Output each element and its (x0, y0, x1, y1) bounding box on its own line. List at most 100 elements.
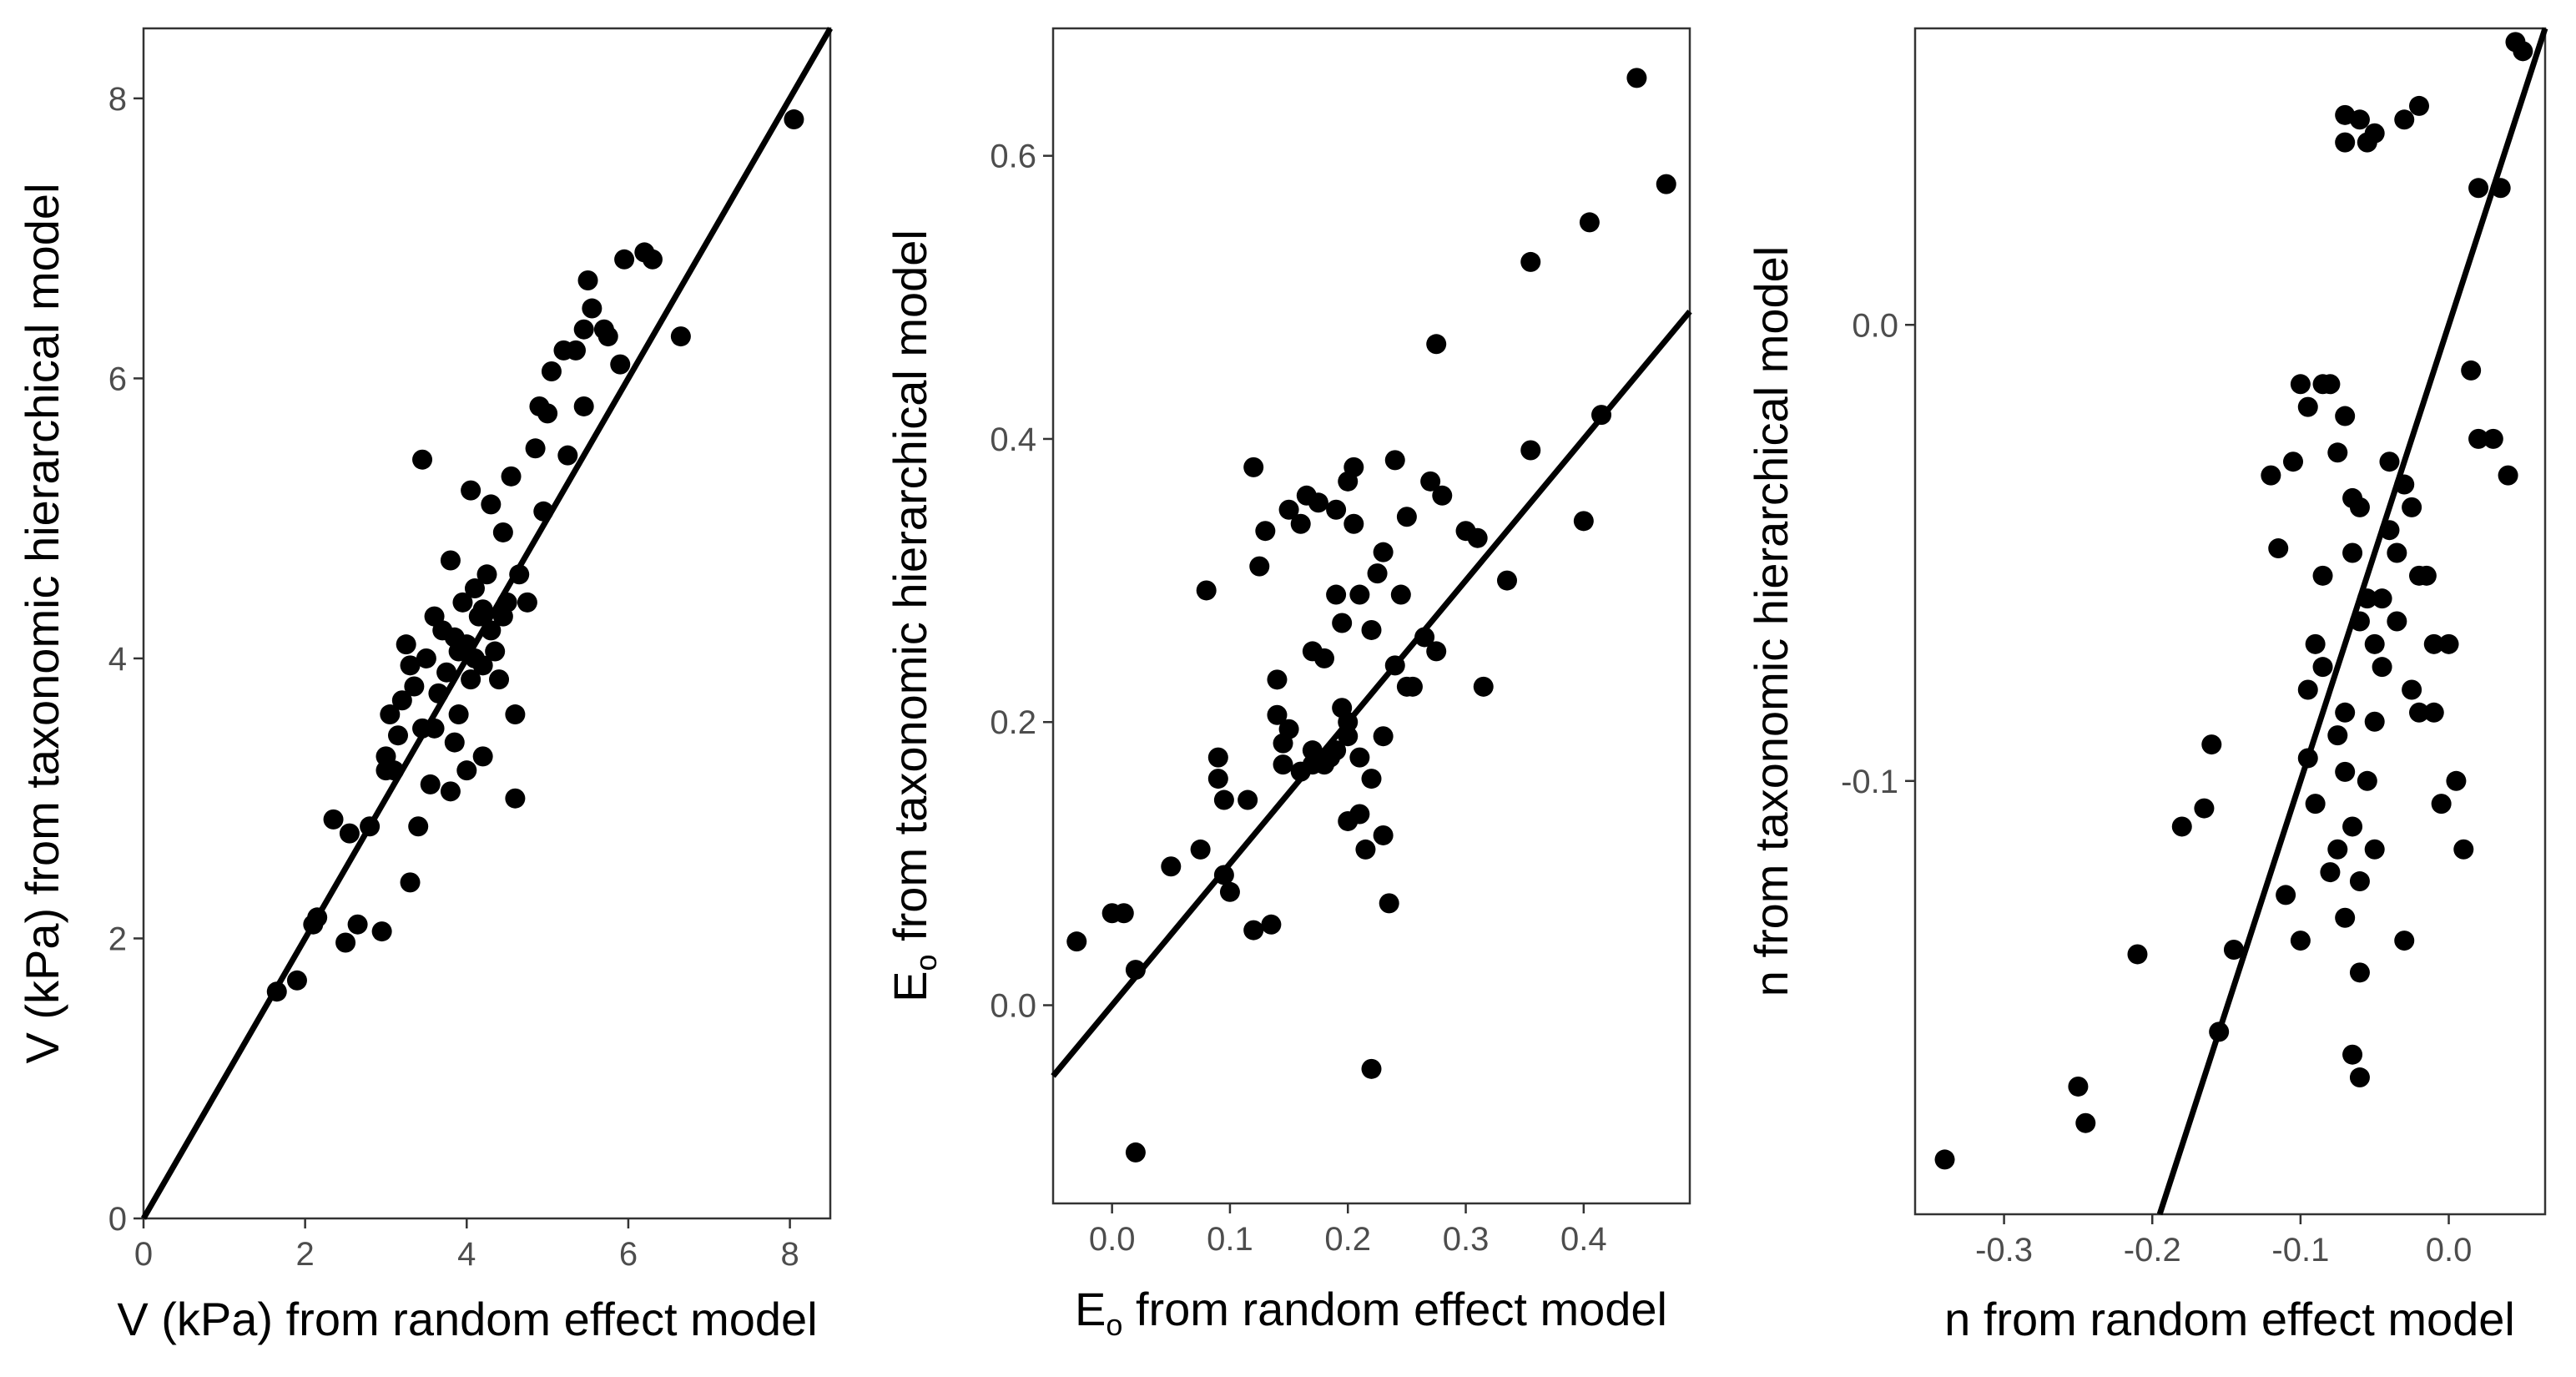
data-point (1255, 521, 1276, 542)
panel-3-x-axis-title: n from random effect model (1944, 1293, 2515, 1345)
data-point (492, 606, 513, 627)
data-point (1355, 839, 1376, 860)
y-tick-label: 2 (108, 921, 127, 957)
data-point (2402, 679, 2422, 700)
data-point (2342, 1044, 2363, 1065)
x-tick-label: 0.0 (1089, 1221, 1136, 1258)
data-point (2357, 132, 2377, 153)
data-point (1196, 580, 1217, 601)
data-point (1473, 676, 1494, 697)
data-point (323, 809, 344, 830)
data-point (2409, 95, 2429, 116)
data-point (1190, 839, 1211, 860)
data-point (1066, 931, 1087, 952)
data-point (1520, 440, 1541, 461)
data-point (2342, 542, 2363, 563)
data-point (2335, 132, 2356, 153)
data-point (2372, 588, 2392, 609)
data-point (456, 760, 477, 781)
data-point (472, 655, 493, 676)
y-tick-label: 6 (108, 361, 127, 397)
data-point (501, 466, 522, 487)
y-tick-label: 0.6 (990, 139, 1036, 175)
data-point (2297, 396, 2318, 417)
data-point (2468, 428, 2489, 449)
data-point (557, 445, 578, 466)
y-tick-label: 8 (108, 81, 127, 118)
data-point (1361, 619, 1382, 640)
x-tick-label: 0.2 (1324, 1221, 1371, 1258)
data-point (420, 774, 441, 794)
data-point (2327, 839, 2348, 860)
panel-2-ylabel-rest: from taxonomic hierarchical model (884, 230, 936, 954)
data-point (396, 634, 416, 655)
data-point (492, 522, 513, 542)
x-tick-label: -0.3 (1975, 1232, 2033, 1269)
data-point (2349, 1067, 2370, 1088)
data-point (2320, 374, 2341, 395)
data-point (1934, 1149, 1955, 1170)
data-point (2364, 839, 2385, 860)
data-point (1467, 527, 1488, 548)
data-point (2268, 538, 2289, 559)
panel-eo: 0.0 0.1 0.2 0.3 0.4 0.0 0.2 0.4 0.6 Eo from rand… (884, 27, 1692, 1342)
data-point (1308, 492, 1328, 513)
data-point (573, 396, 594, 416)
data-point (1219, 881, 1240, 902)
panel-1-y-axis-title: V (kPa) from taxonomic hierarchical mode… (16, 183, 68, 1063)
data-point (1626, 68, 1647, 88)
panel-1-ticks: 0 2 4 6 8 0 2 4 6 8 (108, 81, 799, 1273)
panel-n: -0.3 -0.2 -0.1 0.0 0.0 -0.1 n from random eff… (1745, 27, 2548, 1345)
data-point (2320, 862, 2341, 883)
panel-2-xlabel-sub: o (1106, 1308, 1122, 1342)
data-point (1573, 511, 1594, 532)
data-point (286, 970, 307, 991)
panel-1-identity-line (140, 27, 834, 1220)
panel-2-ylabel-sub: o (909, 954, 943, 971)
data-point (1207, 747, 1228, 768)
data-point (2387, 611, 2407, 632)
data-point (2335, 406, 2356, 426)
data-point (416, 648, 436, 668)
x-tick-label: -0.1 (2271, 1232, 2329, 1269)
data-point (597, 326, 618, 347)
data-point (2075, 1112, 2096, 1133)
data-point (476, 564, 497, 585)
data-point (784, 109, 804, 130)
data-point (2364, 711, 2385, 732)
data-point (2387, 542, 2407, 563)
data-point (2068, 1076, 2089, 1097)
data-point (1113, 903, 1134, 924)
x-tick-label: 0 (134, 1236, 153, 1273)
data-point (2201, 734, 2222, 755)
data-point (339, 823, 360, 844)
data-point (1290, 513, 1311, 534)
data-point (1379, 893, 1399, 914)
data-point (380, 704, 401, 725)
data-point (2127, 944, 2148, 965)
data-point (1579, 212, 1600, 233)
data-point (371, 921, 392, 942)
data-point (1426, 641, 1447, 662)
data-point (2394, 931, 2415, 951)
data-point (391, 690, 412, 711)
data-point (1267, 704, 1288, 725)
data-point (2297, 679, 2318, 700)
data-point (1384, 450, 1405, 471)
data-point (1656, 174, 1676, 194)
data-point (2402, 497, 2422, 517)
panel-2-identity-line (1051, 310, 1692, 1078)
data-point (2409, 702, 2429, 723)
data-point (408, 816, 429, 837)
data-point (440, 550, 461, 571)
data-point (400, 872, 421, 893)
data-point (517, 592, 537, 613)
data-point (1390, 584, 1411, 605)
panel-v-kpa: 0 2 4 6 8 0 2 4 6 8 V (kPa) from random effect mo… (16, 27, 834, 1345)
data-point (2342, 816, 2363, 837)
panel-2-y-axis-title: Eo from taxonomic hierarchical model (884, 230, 943, 1002)
data-point (1349, 584, 1370, 605)
panel-3-frame (1913, 27, 2547, 1216)
data-point (2468, 178, 2489, 199)
